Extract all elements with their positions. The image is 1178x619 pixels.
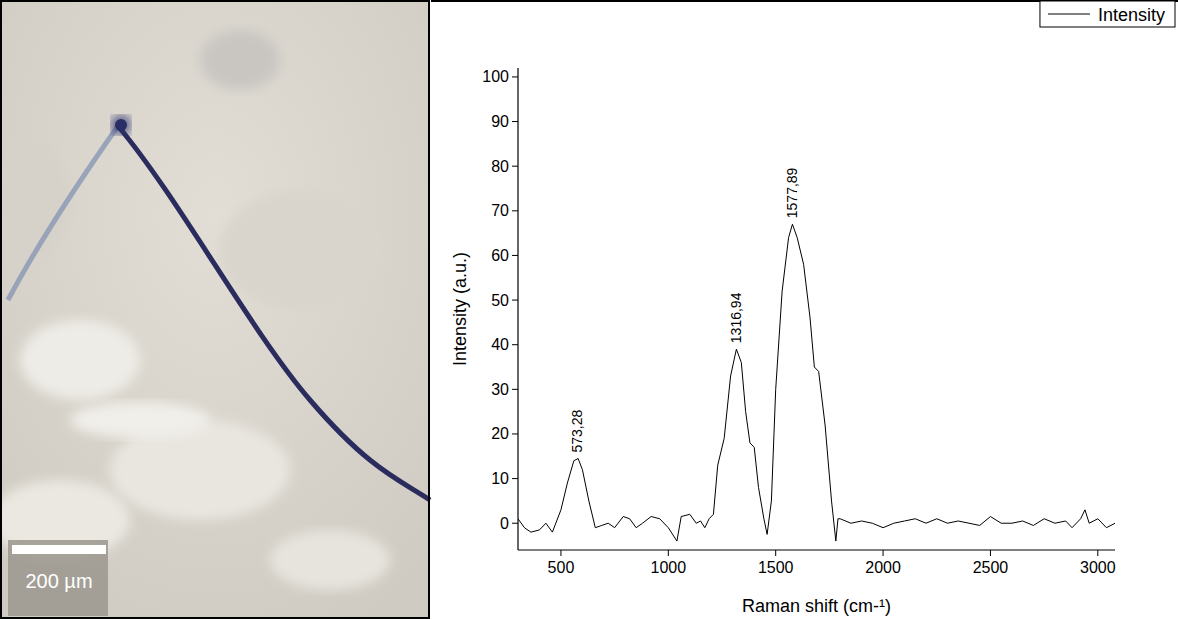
chart: 0 10 20 30 40 50 60 70 80 90 100 Intensity (a.u.) 50…	[450, 1, 1175, 616]
x-tick-label: 1500	[758, 559, 794, 576]
y-tick-label: 60	[491, 247, 509, 264]
x-tick-label: 3000	[1080, 559, 1116, 576]
legend-swatch	[1048, 14, 1090, 15]
y-tick	[512, 255, 518, 256]
peak-label: 1316,94	[728, 292, 744, 343]
y-tick-label: 100	[482, 68, 509, 85]
y-tick	[512, 166, 518, 167]
scale-bar	[12, 545, 106, 554]
peak-label: 1577,89	[784, 167, 800, 218]
y-tick	[512, 523, 518, 524]
figure: 200 µm 0 10 20 30 40 50 60 70 80 90 100 Intensity (a…	[0, 0, 1178, 619]
scale-bar-ground	[8, 540, 108, 616]
x-tick	[990, 550, 991, 556]
y-axis	[517, 68, 518, 550]
y-tick	[512, 433, 518, 434]
photo-texture	[200, 30, 280, 90]
y-tick	[512, 389, 518, 390]
y-tick	[512, 344, 518, 345]
plot-area	[518, 224, 1115, 541]
x-tick	[668, 550, 669, 556]
photo-texture	[70, 402, 210, 438]
photo-texture	[0, 140, 70, 260]
y-tick-label: 90	[491, 113, 509, 130]
y-tick-label: 20	[491, 425, 509, 442]
y-tick-label: 30	[491, 381, 509, 398]
spectrum-line	[518, 224, 1115, 541]
scale-bar-label: 200 µm	[25, 570, 92, 592]
y-tick	[512, 210, 518, 211]
y-tick-label: 50	[491, 292, 509, 309]
y-tick-label: 10	[491, 470, 509, 487]
x-tick	[560, 550, 561, 556]
photo-texture	[0, 480, 130, 560]
x-tick	[775, 550, 776, 556]
photo-texture	[220, 190, 380, 310]
x-axis	[518, 549, 1115, 550]
fiber-knot	[112, 116, 130, 134]
x-axis-title: Raman shift (cm-¹)	[742, 596, 891, 616]
x-tick	[1097, 550, 1098, 556]
y-tick-label: 0	[500, 515, 509, 532]
fiber	[118, 126, 430, 500]
y-tick	[512, 76, 518, 77]
legend-label: Intensity	[1098, 5, 1165, 25]
fiber-knot	[115, 119, 127, 131]
micrograph: 200 µm	[0, 0, 430, 619]
y-tick-label: 80	[491, 158, 509, 175]
peak-label: 573,28	[569, 409, 585, 452]
photo-texture	[20, 320, 140, 400]
panel-frame	[1, 1, 429, 618]
x-tick-label: 2500	[973, 559, 1009, 576]
photo-texture	[270, 530, 390, 590]
y-tick	[512, 300, 518, 301]
legend: Intensity	[1040, 1, 1175, 27]
fiber	[8, 126, 118, 300]
legend-box	[1040, 1, 1175, 27]
x-tick-label: 500	[548, 559, 575, 576]
y-tick	[512, 478, 518, 479]
y-tick	[512, 121, 518, 122]
x-tick-label: 2000	[865, 559, 901, 576]
y-axis-title: Intensity (a.u.)	[450, 252, 470, 366]
x-tick	[883, 550, 884, 556]
x-tick-label: 1000	[651, 559, 687, 576]
y-tick-label: 70	[491, 202, 509, 219]
y-tick-label: 40	[491, 336, 509, 353]
